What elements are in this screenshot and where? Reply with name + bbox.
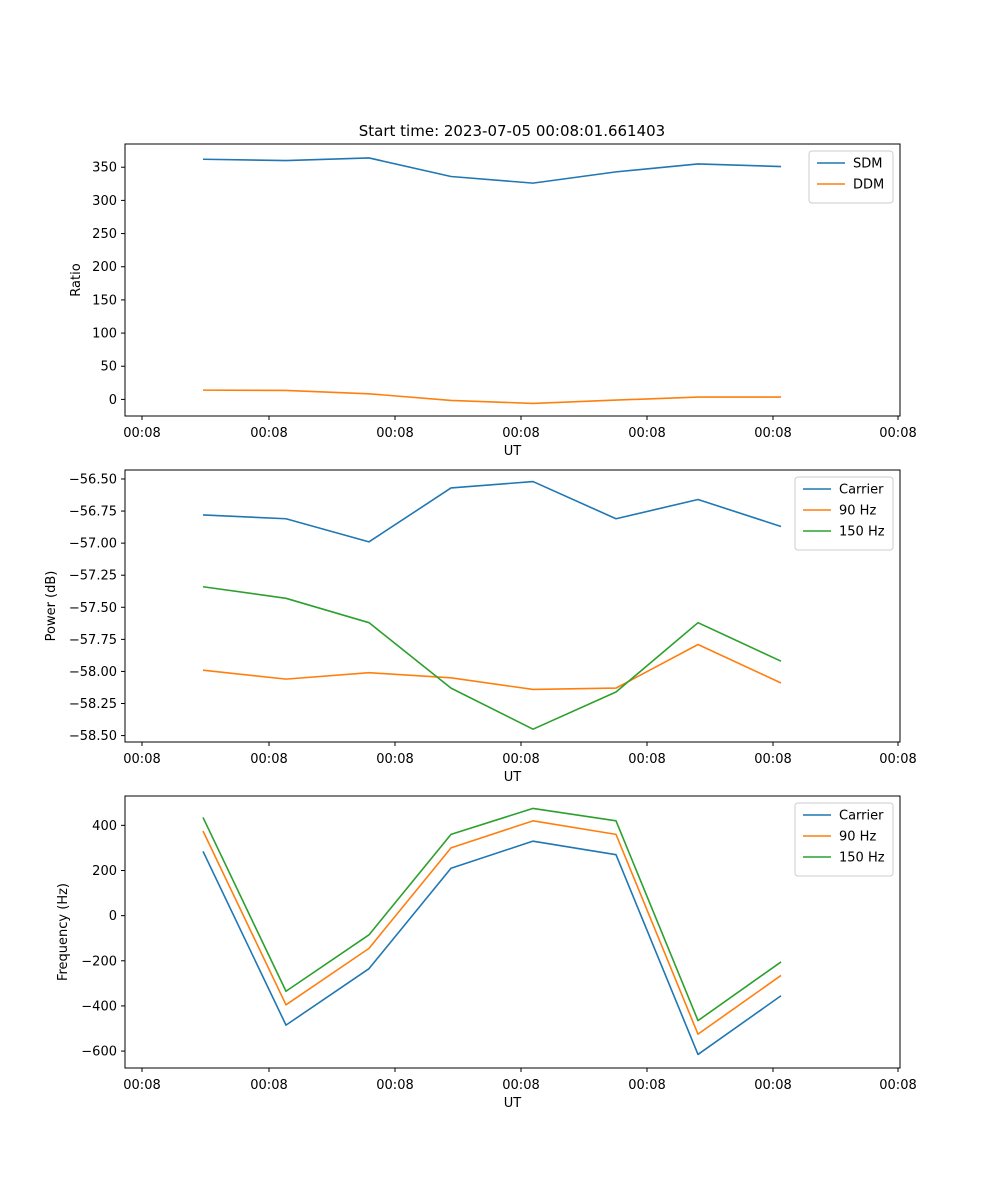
figure-title: Start time: 2023-07-05 00:08:01.661403	[359, 122, 665, 140]
y-tick-label: 50	[100, 360, 117, 375]
y-tick-label: 300	[92, 194, 117, 209]
legend: Carrier 90 Hz 150 Hz	[794, 476, 894, 551]
y-tick-label: −400	[81, 999, 117, 1014]
x-tick-label: 00:08	[502, 426, 539, 441]
y-tick-label: 350	[92, 161, 117, 176]
series-line-150-hz	[202, 807, 782, 1022]
axes-frame	[124, 795, 901, 1069]
y-tick-label: −56.75	[69, 505, 117, 520]
legend-label: 150 Hz	[839, 851, 885, 866]
legend-box	[808, 150, 894, 204]
x-tick-label: 00:08	[502, 752, 539, 767]
y-tick-label: −57.75	[69, 633, 117, 648]
y-tick-label: −57.00	[69, 537, 117, 552]
y-tick-label: 150	[92, 293, 117, 308]
y-axis-label: Ratio	[69, 263, 84, 296]
legend: SDM DDM	[808, 150, 894, 204]
x-tick-label: 00:08	[123, 426, 160, 441]
x-tick-label: 00:08	[250, 752, 287, 767]
subplot-2: 00:08 00:08 00:08 00:08 00:08 00:08 00:08 −58.5…	[44, 469, 917, 785]
x-axis-label: UT	[504, 770, 522, 785]
x-tick-label: 00:08	[628, 426, 665, 441]
subplot-1: 00:08 00:08 00:08 00:08 00:08 00:08 00:08 0 50 10…	[69, 143, 917, 459]
y-tick-label: −57.25	[69, 569, 117, 584]
axes-frame	[124, 143, 901, 417]
x-tick-label: 00:08	[754, 1078, 791, 1093]
series-line-sdm	[202, 157, 782, 184]
x-tick-label: 00:08	[123, 1078, 160, 1093]
x-tick-label: 00:08	[879, 1078, 916, 1093]
series-line-150-hz	[202, 585, 782, 730]
legend-label: DDM	[853, 178, 884, 193]
subplot-3: 00:08 00:08 00:08 00:08 00:08 00:08 00:08 −600 −…	[56, 795, 917, 1111]
x-tick-label: 00:08	[376, 1078, 413, 1093]
x-tick-label: 00:08	[376, 752, 413, 767]
legend-label: 90 Hz	[839, 504, 876, 519]
y-tick-label: 400	[92, 819, 117, 834]
series-line-ddm	[202, 389, 781, 405]
x-tick-label: 00:08	[754, 752, 791, 767]
legend-label: 90 Hz	[839, 830, 876, 845]
y-tick-label: −56.50	[69, 472, 117, 487]
y-axis-label: Power (dB)	[44, 571, 59, 642]
x-axis-label: UT	[504, 1096, 522, 1111]
x-tick-label: 00:08	[250, 1078, 287, 1093]
y-tick-label: 200	[92, 864, 117, 879]
legend: Carrier 90 Hz 150 Hz	[794, 802, 894, 877]
x-tick-label: 00:08	[123, 752, 160, 767]
y-tick-label: 200	[92, 260, 117, 275]
axes-frame	[124, 469, 901, 743]
y-tick-label: 250	[92, 227, 117, 242]
legend-label: Carrier	[839, 483, 884, 498]
x-tick-label: 00:08	[879, 426, 916, 441]
x-tick-label: 00:08	[754, 426, 791, 441]
y-tick-label: −200	[81, 954, 117, 969]
y-tick-label: 100	[92, 327, 117, 342]
x-tick-label: 00:08	[502, 1078, 539, 1093]
y-tick-label: −58.00	[69, 665, 117, 680]
legend-label: SDM	[853, 157, 882, 172]
series-line-90-hz	[202, 643, 782, 691]
x-tick-label: 00:08	[879, 752, 916, 767]
x-axis-label: UT	[504, 444, 522, 459]
y-tick-label: −58.50	[69, 729, 117, 744]
subplots: 00:08 00:08 00:08 00:08 00:08 00:08 00:08 0 50 10…	[44, 143, 917, 1111]
y-axis-label: Frequency (Hz)	[56, 883, 71, 981]
x-tick-label: 00:08	[628, 752, 665, 767]
y-tick-label: −57.50	[69, 601, 117, 616]
y-tick-label: −58.25	[69, 697, 117, 712]
legend-label: 150 Hz	[839, 525, 885, 540]
x-tick-label: 00:08	[628, 1078, 665, 1093]
y-tick-label: 0	[109, 909, 117, 924]
series-line-carrier	[202, 480, 782, 543]
series-line-carrier	[202, 840, 782, 1056]
series-line-90-hz	[202, 820, 782, 1035]
x-tick-label: 00:08	[376, 426, 413, 441]
y-tick-label: −600	[81, 1045, 117, 1060]
y-tick-label: 0	[109, 393, 117, 408]
x-tick-label: 00:08	[250, 426, 287, 441]
legend-label: Carrier	[839, 809, 884, 824]
